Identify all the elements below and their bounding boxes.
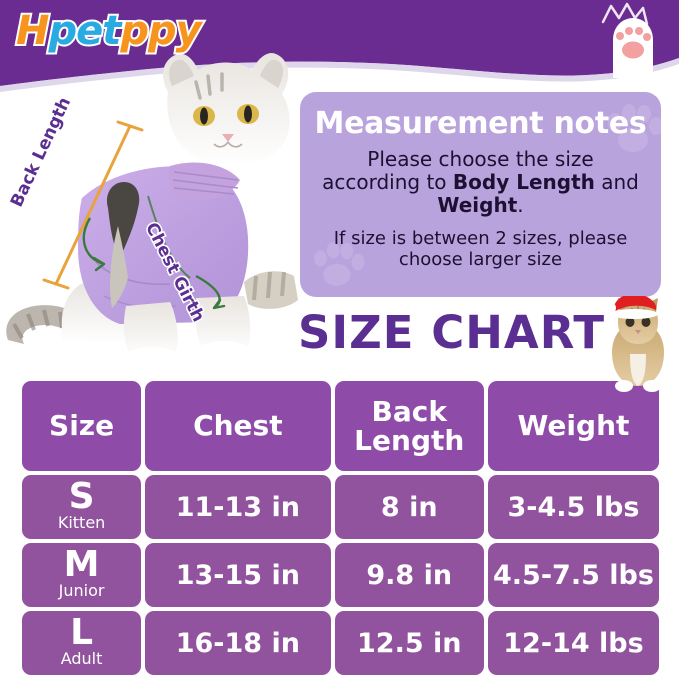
table-row: L Adult 16-18 in 12.5 in 12-14 lbs [22,611,659,675]
table-row: M Junior 13-15 in 9.8 in 4.5-7.5 lbs [22,543,659,607]
size-sublabel: Junior [58,580,105,600]
page-title: SIZE CHART [298,306,606,359]
cat-wearing-recovery-suit [0,48,300,378]
measurement-notes-card: Measurement notes Please choose the size… [300,92,661,297]
cell-weight: 12-14 lbs [487,611,659,675]
cell-size: L Adult [22,611,142,675]
notes-line1-prefix: Please choose the size according to [322,147,594,195]
notes-line1-suffix: . [517,193,524,218]
logo-part-2: pet [46,6,123,56]
notes-line1-bold-body-length: Body Length [452,170,595,195]
cell-size: M Junior [22,543,142,607]
size-letter: M [63,543,100,585]
cell-weight: 4.5-7.5 lbs [487,543,659,607]
column-header-back-length-line1: Back [371,394,447,428]
size-sublabel: Adult [60,648,103,668]
table-body: S Kitten 11-13 in 8 in 3-4.5 lbs M Junio… [22,475,659,675]
size-letter: S [68,475,95,517]
brand-logo: Hpetppy [14,6,226,56]
cell-chest: 13-15 in [145,543,331,607]
cell-size: S Kitten [22,475,142,539]
notes-line1-bold-weight: Weight [437,193,518,218]
table-header-row: Size Chest Back Length Weight [22,381,659,471]
column-header-chest: Chest [145,381,331,471]
table-row: S Kitten 11-13 in 8 in 3-4.5 lbs [22,475,659,539]
size-letter: L [70,611,94,653]
logo-part-1: H [14,6,52,56]
notes-line1-middle: and [594,170,639,195]
cat-with-santa-hat [596,293,679,392]
paw-decoration-icon [314,241,365,286]
cat-paw-icon [589,0,669,78]
table-header: Size Chest Back Length Weight [22,381,659,471]
size-sublabel: Kitten [57,512,106,532]
cell-back-length: 9.8 in [334,543,484,607]
cell-chest: 16-18 in [145,611,331,675]
notes-body-secondary: If size is between 2 sizes, please choos… [333,227,628,271]
logo-part-3: ppy [118,6,203,56]
paw-decoration-icon [608,104,661,152]
cell-back-length: 12.5 in [334,611,484,675]
cell-chest: 11-13 in [145,475,331,539]
size-chart-table: Size Chest Back Length Weight S Kitten 1… [18,377,663,675]
column-header-weight: Weight [487,381,659,471]
column-header-back-length: Back Length [334,381,484,471]
column-header-size: Size [22,381,142,471]
cell-back-length: 8 in [334,475,484,539]
notes-title: Measurement notes [314,106,647,141]
notes-body-primary: Please choose the size according to Body… [318,147,643,218]
column-header-back-length-line2: Length [354,424,465,457]
cell-weight: 3-4.5 lbs [487,475,659,539]
